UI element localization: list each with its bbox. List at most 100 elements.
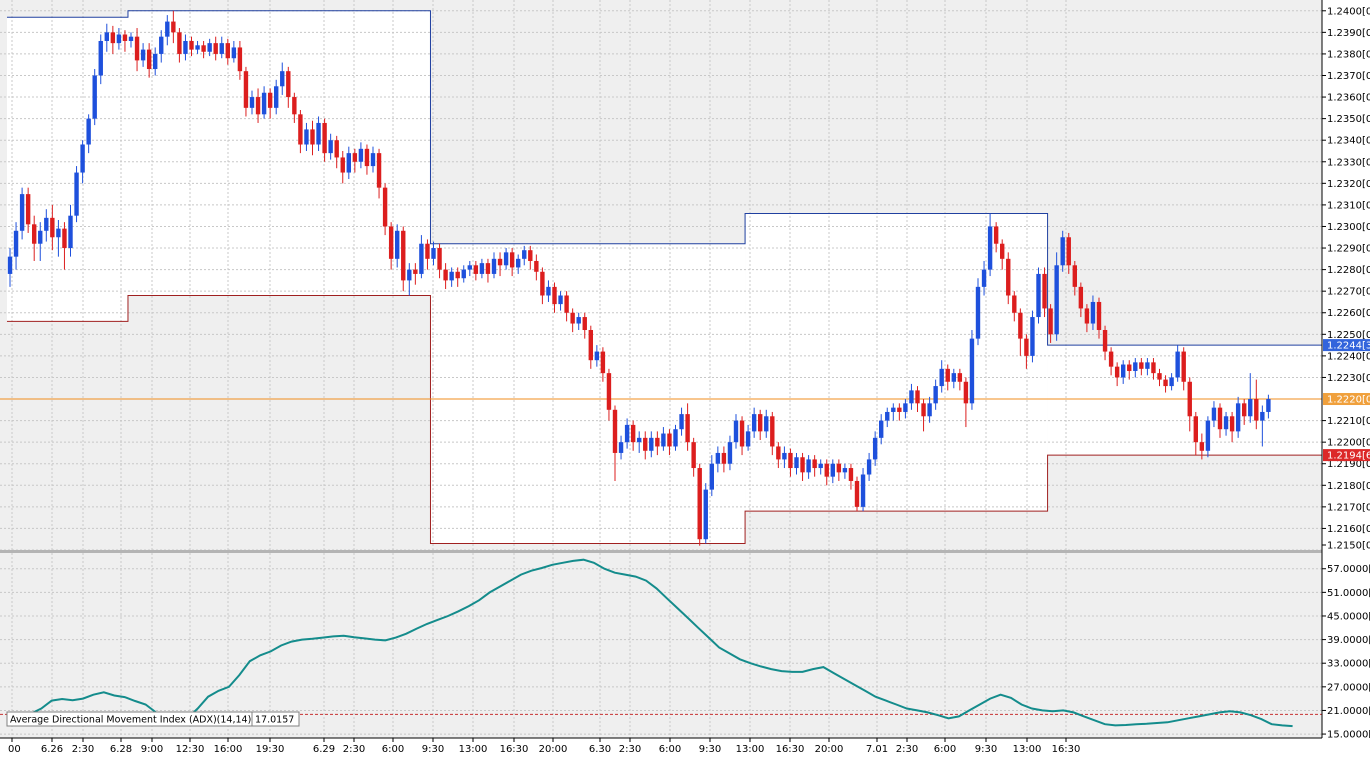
candle-body — [1042, 273, 1047, 309]
candle — [370, 146, 376, 173]
candle-body — [449, 271, 454, 281]
time-tick-label: 2:30 — [343, 744, 365, 755]
candle-body — [794, 457, 799, 469]
candle-body — [806, 459, 811, 473]
candle-body — [322, 122, 327, 154]
candle — [624, 418, 630, 449]
candle-body — [800, 457, 805, 473]
candle-body — [177, 32, 182, 54]
price-tick-label: 1.2340[0 — [1327, 136, 1370, 147]
candle — [939, 360, 944, 393]
candle — [776, 442, 781, 469]
candle — [19, 187, 25, 240]
candle-body — [195, 45, 200, 50]
candle-body — [413, 269, 418, 274]
time-tick-label: 20:00 — [539, 744, 568, 755]
candle — [957, 368, 963, 391]
candle — [1139, 358, 1144, 376]
candle — [824, 459, 829, 486]
candle — [437, 243, 442, 279]
lower-band-badge-label: 1.2194[6 — [1327, 451, 1370, 462]
candle — [927, 396, 932, 423]
upper-band-line — [6, 10, 1322, 346]
candle-body — [1187, 381, 1192, 417]
candle-body — [661, 433, 666, 447]
adx-tick-label: 27.0000[ — [1327, 682, 1370, 693]
candle — [243, 66, 249, 117]
candle — [697, 463, 702, 546]
candle-body — [993, 226, 999, 244]
candle-body — [44, 217, 49, 231]
candle-body — [522, 250, 527, 259]
candle-body — [19, 194, 25, 231]
candle-body — [443, 269, 448, 281]
candle — [745, 424, 751, 451]
time-tick-label: 9:30 — [422, 744, 444, 755]
candle-body — [146, 49, 152, 70]
candle — [32, 215, 37, 261]
candle-body — [407, 269, 412, 281]
price-panel[interactable] — [0, 0, 1322, 551]
candle — [1235, 396, 1241, 438]
candle-body — [213, 43, 218, 54]
time-tick-label: 16:30 — [500, 744, 529, 755]
candle — [249, 90, 255, 115]
candle — [122, 30, 128, 52]
candle — [7, 248, 13, 287]
candle — [891, 403, 896, 421]
candle-body — [395, 230, 400, 259]
candle — [915, 386, 920, 412]
candle — [1036, 267, 1041, 324]
candle — [1084, 304, 1090, 333]
orange-level-badge-label: 1.2220[0 — [1327, 395, 1370, 406]
candle — [1205, 416, 1211, 458]
candle-body — [758, 414, 763, 432]
candle — [98, 34, 103, 85]
candle-body — [528, 250, 533, 261]
candle-body — [558, 295, 563, 305]
candles — [7, 10, 1271, 546]
candle-body — [679, 414, 684, 430]
candle — [975, 278, 981, 346]
candle-body — [764, 416, 769, 432]
candle-body — [721, 452, 727, 464]
candle — [945, 364, 950, 391]
time-axis[interactable]: 00 6.26 2:30 6.28 9:00 12:30 16:00 19:30 6.29 2:3… — [0, 737, 1370, 757]
candle-body — [582, 317, 587, 330]
candle-body — [618, 442, 624, 453]
candle — [600, 347, 606, 382]
candle-body — [86, 118, 91, 145]
candle — [310, 120, 315, 156]
candle-body — [376, 153, 382, 188]
price-tick-label: 1.2300[0 — [1327, 222, 1370, 233]
candle-body — [1169, 377, 1174, 387]
candle — [449, 267, 454, 287]
candle-body — [1072, 265, 1077, 287]
candle — [340, 150, 345, 184]
candle-body — [340, 157, 345, 173]
candle — [467, 260, 472, 277]
candle-body — [594, 351, 600, 361]
candle-body — [364, 148, 370, 167]
candle — [1108, 347, 1114, 376]
candle — [1229, 411, 1235, 443]
candle-body — [1018, 312, 1023, 339]
price-tick-label: 1.2330[0 — [1327, 157, 1370, 168]
candle-body — [68, 215, 73, 249]
price-axis[interactable]: 1.2400[0 1.2390[0 1.2380[0 1.2370[0 1.2360[0… — [1321, 0, 1370, 757]
adx-tick-label: 57.0000[ — [1327, 564, 1370, 575]
adx-tick-label: 39.0000[ — [1327, 635, 1370, 646]
candle — [13, 222, 19, 270]
candle-body — [1084, 308, 1090, 324]
candle — [570, 308, 575, 333]
candle — [860, 468, 866, 512]
candle — [159, 30, 164, 63]
adx-panel[interactable]: Average Directional Movement Index (ADX)… — [0, 553, 1322, 738]
candle-body — [304, 129, 309, 145]
candle-body — [497, 258, 503, 266]
candle-body — [165, 21, 170, 37]
price-tick-label: 1.2250[0 — [1327, 330, 1370, 341]
panel-separator[interactable] — [0, 550, 1322, 553]
